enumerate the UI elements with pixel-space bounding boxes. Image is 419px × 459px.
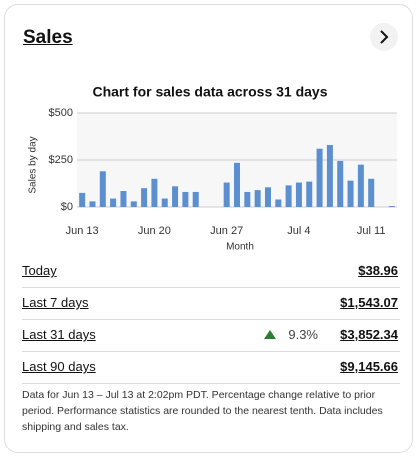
bar xyxy=(141,188,148,207)
y-tick-label: $500 xyxy=(49,107,73,119)
y-tick-label: $250 xyxy=(49,154,73,166)
trend-up-icon xyxy=(264,330,276,339)
card-title[interactable]: Sales xyxy=(23,27,73,48)
footnote: Data for Jun 13 – Jul 13 at 2:02pm PDT. … xyxy=(22,389,383,433)
bar xyxy=(223,182,230,207)
bar xyxy=(244,191,251,207)
bar xyxy=(316,148,323,207)
bar xyxy=(192,191,199,207)
bar xyxy=(368,178,375,207)
bar xyxy=(79,192,86,207)
x-axis-label: Month xyxy=(226,242,254,253)
x-tick-label: Jun 20 xyxy=(138,225,171,237)
bar xyxy=(110,198,117,207)
chart: Chart for sales data across 31 days Sale… xyxy=(28,84,397,253)
bar xyxy=(130,201,137,207)
percent-change: 9.3% xyxy=(288,327,318,342)
bar xyxy=(326,144,333,207)
period-label[interactable]: Today xyxy=(22,263,57,278)
sales-amount[interactable]: $9,145.66 xyxy=(340,359,398,374)
stat-row: Last 7 days $1,543.07 xyxy=(22,287,400,320)
sales-amount[interactable]: $38.96 xyxy=(358,263,398,278)
stat-row: Last 90 days $9,145.66 xyxy=(22,351,400,384)
bar xyxy=(172,186,179,207)
bar xyxy=(275,199,282,207)
bar xyxy=(120,191,127,207)
y-tick-label: $0 xyxy=(61,201,73,213)
sales-amount[interactable]: $3,852.34 xyxy=(340,327,398,342)
bar xyxy=(388,206,395,207)
x-tick-label: Jun 27 xyxy=(210,225,243,237)
expand-button[interactable] xyxy=(370,23,398,51)
bar xyxy=(182,191,189,207)
bar xyxy=(161,198,168,207)
period-label[interactable]: Last 31 days xyxy=(22,327,96,342)
bar xyxy=(347,180,354,207)
x-tick-label: Jul 4 xyxy=(287,225,310,237)
bar xyxy=(264,187,271,207)
period-label[interactable]: Last 90 days xyxy=(22,359,96,374)
sales-card: Sales Chart for sales data across 31 day… xyxy=(4,4,413,453)
bar xyxy=(337,160,344,207)
period-label[interactable]: Last 7 days xyxy=(22,295,89,310)
x-tick-label: Jun 13 xyxy=(66,225,99,237)
bar xyxy=(89,201,96,207)
stat-row: Today $38.96 xyxy=(22,255,400,288)
sales-amount[interactable]: $1,543.07 xyxy=(340,295,398,310)
stat-row: Last 31 days 9.3% $3,852.34 xyxy=(22,319,400,352)
bar xyxy=(295,182,302,207)
bar xyxy=(306,181,313,207)
bar xyxy=(234,162,240,207)
chart-title: Chart for sales data across 31 days xyxy=(92,84,327,100)
bar xyxy=(357,164,364,207)
bar xyxy=(151,178,158,207)
bar xyxy=(99,171,106,207)
bar xyxy=(285,185,292,207)
y-axis-label: Sales by day xyxy=(28,136,39,193)
x-tick-label: Jul 11 xyxy=(357,225,386,237)
bar xyxy=(254,190,261,207)
